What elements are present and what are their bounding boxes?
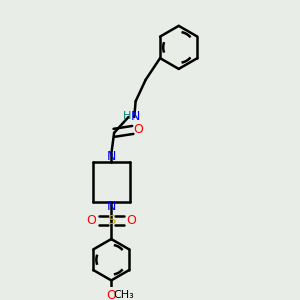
Text: N: N [106, 200, 116, 213]
Text: O: O [86, 214, 96, 227]
Text: O: O [126, 214, 136, 227]
Text: H: H [123, 111, 131, 121]
Text: O: O [106, 289, 116, 300]
Text: N: N [130, 110, 140, 123]
Text: N: N [106, 150, 116, 164]
Text: CH₃: CH₃ [114, 290, 134, 300]
Text: S: S [107, 214, 116, 227]
Text: O: O [133, 123, 143, 136]
